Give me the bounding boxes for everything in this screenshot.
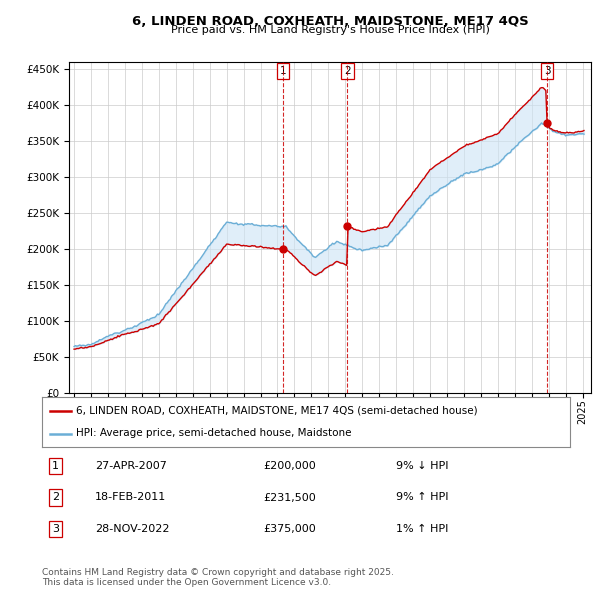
Text: £200,000: £200,000 — [264, 461, 317, 471]
Text: 27-APR-2007: 27-APR-2007 — [95, 461, 167, 471]
Text: 3: 3 — [544, 66, 550, 76]
Text: 9% ↑ HPI: 9% ↑ HPI — [396, 493, 448, 503]
Text: 2: 2 — [344, 66, 351, 76]
Text: £375,000: £375,000 — [264, 524, 317, 534]
Text: Contains HM Land Registry data © Crown copyright and database right 2025.
This d: Contains HM Land Registry data © Crown c… — [42, 568, 394, 587]
Text: 28-NOV-2022: 28-NOV-2022 — [95, 524, 169, 534]
Text: £231,500: £231,500 — [264, 493, 317, 503]
Text: 18-FEB-2011: 18-FEB-2011 — [95, 493, 166, 503]
Text: 1: 1 — [52, 461, 59, 471]
Text: 6, LINDEN ROAD, COXHEATH, MAIDSTONE, ME17 4QS (semi-detached house): 6, LINDEN ROAD, COXHEATH, MAIDSTONE, ME1… — [76, 405, 478, 415]
Text: HPI: Average price, semi-detached house, Maidstone: HPI: Average price, semi-detached house,… — [76, 428, 352, 438]
Text: 3: 3 — [52, 524, 59, 534]
Text: Price paid vs. HM Land Registry's House Price Index (HPI): Price paid vs. HM Land Registry's House … — [170, 25, 490, 35]
Text: 9% ↓ HPI: 9% ↓ HPI — [396, 461, 448, 471]
Text: 2: 2 — [52, 493, 59, 503]
Text: 1: 1 — [280, 66, 286, 76]
Text: 1% ↑ HPI: 1% ↑ HPI — [396, 524, 448, 534]
Text: 6, LINDEN ROAD, COXHEATH, MAIDSTONE, ME17 4QS: 6, LINDEN ROAD, COXHEATH, MAIDSTONE, ME1… — [131, 15, 529, 28]
